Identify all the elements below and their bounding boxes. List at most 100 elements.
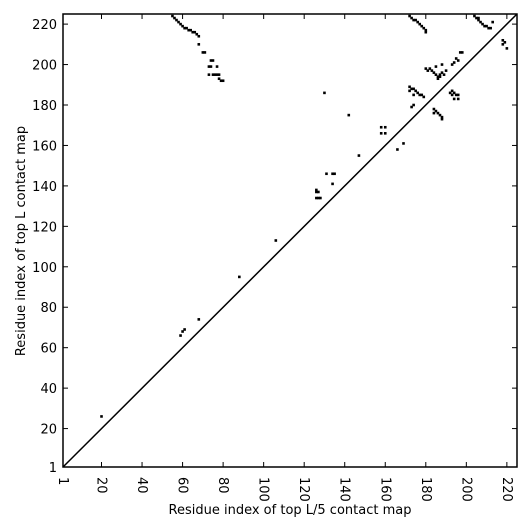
contact-point	[438, 113, 442, 117]
contact-point	[383, 132, 387, 135]
contact-point	[412, 87, 415, 91]
contact-point	[197, 43, 201, 46]
x-tick-label: 1	[55, 477, 70, 485]
contact-point	[434, 65, 438, 68]
contact-point	[418, 22, 422, 26]
contact-point	[444, 69, 448, 72]
x-tick-label: 180	[418, 477, 433, 502]
x-axis-label: Residue index of top L/5 contact map	[169, 503, 412, 518]
contact-point	[179, 334, 182, 337]
contact-point	[209, 65, 213, 68]
contact-point	[410, 16, 413, 20]
contact-point	[438, 73, 442, 76]
contact-point	[483, 24, 486, 28]
contact-point	[414, 18, 417, 22]
contact-point	[422, 26, 426, 30]
contact-point	[213, 73, 217, 76]
contact-point	[448, 91, 452, 95]
contact-point	[420, 93, 424, 97]
contact-point	[195, 32, 199, 36]
contact-point	[181, 330, 184, 333]
contact-point	[211, 73, 215, 76]
contact-point	[185, 26, 188, 30]
contact-point	[479, 20, 482, 24]
contact-point	[315, 190, 318, 194]
contact-point	[487, 26, 490, 30]
x-tick-label: 160	[377, 477, 392, 502]
contact-point	[317, 196, 320, 200]
contact-point	[209, 59, 213, 62]
contact-point	[177, 20, 180, 24]
x-tick-label: 40	[134, 477, 149, 494]
y-tick-label: 180	[32, 99, 57, 114]
contact-point	[432, 111, 436, 115]
contact-point	[410, 87, 413, 91]
diagonal-line	[62, 13, 518, 468]
contact-point	[402, 142, 405, 145]
contact-point	[501, 38, 505, 42]
contact-point	[189, 28, 192, 32]
x-tick-label: 200	[458, 477, 473, 502]
x-tick-label: 20	[94, 477, 109, 494]
y-tick-label: 200	[32, 59, 57, 74]
contact-point	[274, 239, 278, 242]
contact-point	[408, 85, 411, 89]
contact-point	[219, 79, 223, 83]
contact-point	[491, 20, 494, 24]
contact-point	[503, 41, 507, 44]
contact-point	[325, 172, 328, 176]
contact-point	[422, 95, 426, 99]
contact-point	[331, 172, 334, 176]
contact-point	[418, 93, 422, 97]
contact-point	[315, 196, 318, 200]
contact-point	[408, 14, 411, 18]
contact-point	[408, 89, 411, 93]
contact-point	[414, 89, 417, 93]
contact-point	[450, 63, 454, 66]
contact-point	[211, 59, 215, 62]
contact-point	[410, 105, 413, 109]
contact-point	[452, 97, 456, 101]
y-tick-label: 160	[32, 139, 57, 154]
contact-point	[505, 47, 509, 50]
contact-point	[424, 28, 428, 32]
contact-point	[379, 125, 383, 129]
contact-point	[317, 190, 320, 194]
y-tick-label: 1	[49, 461, 57, 476]
contact-point	[436, 111, 440, 115]
contact-point	[485, 24, 488, 28]
contact-point	[315, 188, 318, 192]
contact-point	[221, 79, 225, 83]
contact-point	[450, 93, 454, 97]
y-tick-label: 80	[40, 301, 57, 316]
y-tick-label: 100	[32, 261, 57, 276]
contact-point	[383, 125, 387, 129]
contact-point	[473, 14, 476, 18]
contact-point	[426, 69, 430, 72]
contact-point	[440, 115, 444, 119]
contact-point	[424, 30, 428, 34]
contact-point	[458, 51, 462, 54]
contact-point	[440, 63, 444, 66]
contact-point	[432, 71, 436, 74]
y-tick-label: 40	[40, 382, 57, 397]
contact-point	[179, 22, 182, 26]
contact-point	[475, 16, 478, 20]
contact-point	[181, 24, 184, 28]
x-tick-label: 100	[256, 477, 271, 502]
contact-point	[456, 97, 460, 101]
contact-point	[183, 328, 186, 331]
contact-point	[215, 65, 219, 68]
contact-point	[440, 71, 444, 74]
contact-point	[171, 14, 174, 18]
contact-point	[452, 61, 456, 64]
contact-point	[434, 73, 438, 76]
contact-point	[456, 93, 460, 97]
contact-point	[436, 75, 440, 78]
contact-point	[460, 51, 464, 54]
contact-point	[434, 109, 438, 113]
contact-point	[454, 93, 458, 97]
contact-point	[191, 30, 195, 34]
contact-point	[197, 34, 201, 38]
